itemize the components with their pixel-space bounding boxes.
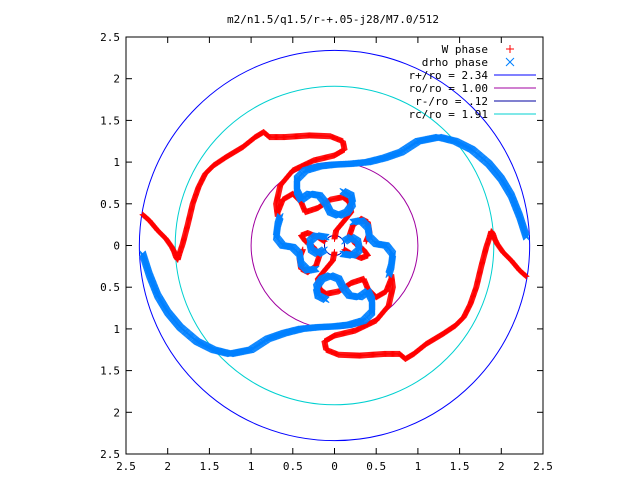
drho-phase-point: [311, 265, 319, 273]
drho-phase-point: [351, 218, 359, 226]
y-tick-label: 0.5: [100, 198, 120, 211]
x-tick-label: 2: [498, 460, 505, 473]
axis-layer: 2.5 2 1.5 1 0.5 0 0.5 1 1.5 2 2.52.521.510.500.511…: [100, 31, 553, 473]
legend-marker: [505, 57, 515, 67]
x-tick-label: 2.5: [533, 460, 553, 473]
x-tick-label: 1.5: [199, 460, 219, 473]
legend-label: r+/ro = 2.34: [409, 69, 489, 82]
legend-label: drho phase: [422, 56, 488, 69]
drho-phase-point: [322, 233, 330, 241]
legend-label: rc/ro = 1.91: [409, 108, 488, 121]
drho-phase-point: [310, 265, 318, 273]
x-tick-label: 1: [248, 460, 255, 473]
drho-phase-point: [339, 187, 347, 195]
drho-phase-point: [349, 218, 357, 226]
circle-series-1: [138, 49, 531, 442]
circle-series-2: [250, 161, 419, 330]
y-tick-label: 2.5: [100, 448, 120, 461]
drho-phase-point: [320, 233, 328, 241]
legend-marker: [506, 45, 514, 53]
series-layer: [138, 49, 531, 442]
legend-label: r-/ro = .12: [415, 95, 488, 108]
x-tick-label: 1: [415, 460, 422, 473]
w-phase-point: [331, 249, 338, 256]
drho-phase-point: [312, 265, 320, 273]
y-tick-label: 1: [113, 323, 120, 336]
drho-phase-point: [321, 233, 329, 241]
legend-label: W phase: [442, 43, 488, 56]
x-tick-label: 2: [164, 460, 171, 473]
chart-title: m2/n1.5/q1.5/r-+.05-j28/M7.0/512: [227, 13, 439, 26]
y-tick-label: 1.5: [100, 365, 120, 378]
y-tick-label: 1: [113, 156, 120, 169]
w-phase-series: [139, 129, 530, 362]
y-tick-label: 2: [113, 73, 120, 86]
y-tick-label: 2: [113, 406, 120, 419]
y-tick-label: 1.5: [100, 114, 120, 127]
x-tick-label: 0.5: [366, 460, 386, 473]
w-phase-point: [331, 235, 338, 242]
x-tick-label: 1.5: [450, 460, 470, 473]
drho-phase-point: [342, 250, 349, 258]
drho-phase-point: [350, 218, 358, 226]
y-tick-label: 2.5: [100, 31, 120, 44]
x-tick-label: 2.5: [116, 460, 136, 473]
y-tick-label: 0: [113, 240, 120, 253]
drho-phase-series: [139, 133, 530, 358]
y-tick-label: 0.5: [100, 281, 120, 294]
drho-phase-point: [340, 250, 348, 258]
drho-phase-point: [341, 250, 349, 258]
drho-phase-point: [339, 250, 347, 258]
legend-label: ro/ro = 1.00: [409, 82, 488, 95]
drho-phase-point: [320, 233, 327, 241]
x-tick-label: 0: [331, 460, 338, 473]
x-tick-label: 0.5: [283, 460, 303, 473]
circle-series-4: [174, 85, 495, 406]
drho-phase-point: [322, 296, 330, 304]
